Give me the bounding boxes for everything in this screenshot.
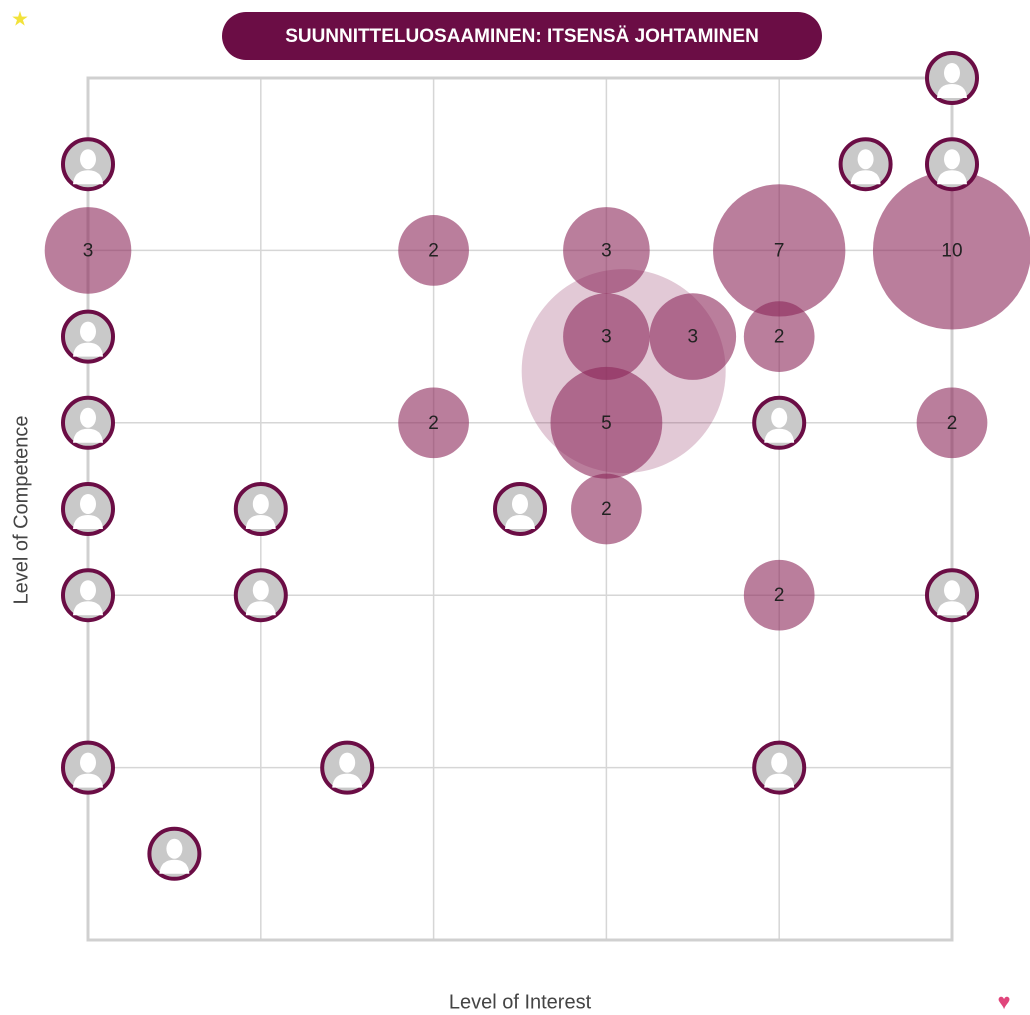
avatar-head — [944, 149, 960, 169]
bubble-label: 5 — [601, 413, 612, 434]
avatar-head — [944, 580, 960, 600]
avatar — [63, 743, 113, 793]
avatar-head — [80, 408, 96, 428]
bubble-label: 2 — [774, 585, 785, 606]
bubble-label: 3 — [83, 240, 94, 261]
avatar — [63, 312, 113, 362]
avatar-head — [80, 494, 96, 514]
avatar — [754, 398, 804, 448]
bubble-label: 2 — [947, 413, 958, 434]
avatar — [927, 570, 977, 620]
avatar-head — [253, 580, 269, 600]
chart-title: SUUNNITTELUOSAAMINEN: ITSENSÄ JOHTAMINEN — [285, 26, 759, 47]
avatar-head — [771, 753, 787, 773]
chart: ★ ♥ SUUNNITTELUOSAAMINEN: ITSENSÄ JOHTAM… — [0, 0, 1030, 1015]
avatar-head — [512, 494, 528, 514]
bubble-label: 2 — [428, 413, 439, 434]
avatar — [149, 829, 199, 879]
avatar-head — [80, 580, 96, 600]
avatar-head — [166, 839, 182, 859]
avatar-head — [253, 494, 269, 514]
avatar — [63, 570, 113, 620]
bubble-label: 3 — [688, 327, 699, 348]
avatar — [63, 398, 113, 448]
bubble-label: 3 — [601, 240, 612, 261]
bubble-label: 10 — [941, 240, 962, 261]
avatar-head — [944, 63, 960, 83]
avatar-head — [80, 322, 96, 342]
avatar — [754, 743, 804, 793]
bubble-label: 2 — [774, 327, 785, 348]
avatar — [236, 570, 286, 620]
avatar — [322, 743, 372, 793]
avatar-head — [80, 753, 96, 773]
bubble-label: 2 — [428, 240, 439, 261]
avatar — [63, 484, 113, 534]
avatar-head — [771, 408, 787, 428]
x-axis-label: Level of Interest — [449, 991, 592, 1013]
avatar — [927, 53, 977, 103]
avatar-head — [80, 149, 96, 169]
avatar — [63, 139, 113, 189]
bubble-label: 3 — [601, 327, 612, 348]
star-icon[interactable]: ★ — [11, 8, 29, 30]
bubble-label: 2 — [601, 499, 612, 520]
y-axis-label: Level of Competence — [10, 415, 32, 604]
avatar-head — [339, 753, 355, 773]
avatar — [236, 484, 286, 534]
avatar — [495, 484, 545, 534]
bubble-label: 7 — [774, 240, 785, 261]
avatar — [927, 139, 977, 189]
avatar-head — [858, 149, 874, 169]
heart-icon[interactable]: ♥ — [997, 989, 1010, 1014]
avatar — [841, 139, 891, 189]
